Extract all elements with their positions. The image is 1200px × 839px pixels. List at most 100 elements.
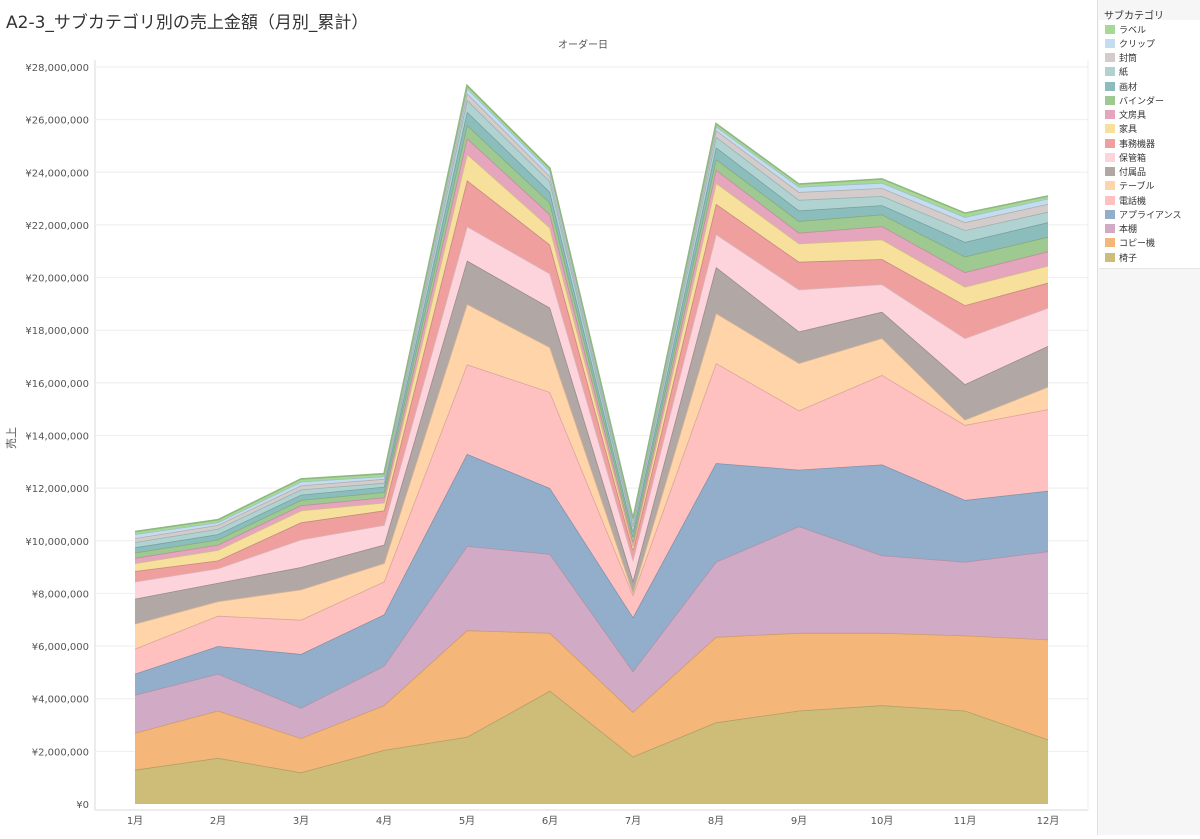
legend-swatch [1105, 53, 1115, 63]
legend-swatch [1105, 67, 1115, 77]
legend-item[interactable]: 画材 [1099, 79, 1200, 93]
legend-swatch [1105, 81, 1115, 91]
legend-item[interactable]: 封筒 [1099, 51, 1200, 65]
legend-item[interactable]: バインダー [1099, 93, 1200, 107]
legend-swatch [1105, 138, 1115, 148]
legend-item[interactable]: ラベル [1099, 22, 1200, 36]
legend-swatch [1105, 252, 1115, 262]
legend-swatch [1105, 95, 1115, 105]
area-本棚[interactable] [135, 526, 1048, 739]
legend-item[interactable]: 家具 [1099, 122, 1200, 136]
legend-label: 保管箱 [1119, 153, 1147, 164]
legend-label: 付属品 [1119, 168, 1147, 179]
area-事務機器[interactable] [135, 180, 1048, 582]
y-tick-label: ¥2,000,000 [32, 747, 89, 758]
area-edge-バインダー [134, 123, 1049, 554]
area-保管箱[interactable] [135, 226, 1048, 599]
legend-swatch [1105, 24, 1115, 34]
legend-swatch [1105, 167, 1115, 177]
legend-label: ラベル [1119, 25, 1147, 36]
legend-label: コピー機 [1119, 239, 1156, 250]
x-tick-label: 1月 [127, 815, 143, 827]
x-tick-label: 5月 [459, 815, 475, 827]
y-tick-label: ¥16,000,000 [25, 379, 89, 390]
legend-swatch [1105, 195, 1115, 205]
x-tick-label: 3月 [293, 815, 309, 827]
legend-item[interactable]: 椅子 [1099, 250, 1200, 264]
legend-item[interactable]: 付属品 [1099, 165, 1200, 179]
legend-item[interactable]: 事務機器 [1099, 136, 1200, 150]
y-tick-label: ¥22,000,000 [25, 221, 89, 232]
y-tick-label: ¥18,000,000 [25, 326, 89, 337]
legend-title: サブカテゴリ [1098, 0, 1200, 22]
legend-item[interactable]: 文房具 [1099, 108, 1200, 122]
legend-label: 本棚 [1119, 225, 1138, 236]
x-tick-label: 6月 [542, 815, 558, 827]
x-tick-label: 4月 [376, 815, 392, 827]
y-tick-label: ¥4,000,000 [32, 695, 89, 706]
y-tick-label: ¥6,000,000 [32, 642, 89, 653]
legend-item[interactable]: クリップ [1099, 36, 1200, 50]
legend-label: 画材 [1119, 82, 1138, 93]
area-edge-文房具 [134, 136, 1049, 559]
x-tick-label: 7月 [625, 815, 641, 827]
legend-item[interactable]: テーブル [1099, 179, 1200, 193]
area-コピー機[interactable] [135, 630, 1048, 773]
chart-area: 1月 2月 3月 4月 5月 6月 7月 8月 9月 10月 11月 12月 ¥0 ¥2,000,000… [0, 0, 1095, 835]
x-tick-label: 10月 [871, 815, 894, 827]
legend-label: 紙 [1119, 68, 1129, 79]
legend-label: クリップ [1119, 39, 1156, 50]
x-tick-label: 11月 [954, 815, 977, 827]
y-tick-label: ¥8,000,000 [32, 589, 89, 600]
legend-swatch [1105, 152, 1115, 162]
area-家具[interactable] [135, 153, 1048, 572]
legend-label: 事務機器 [1119, 139, 1156, 150]
legend-item[interactable]: 保管箱 [1099, 150, 1200, 164]
stacked-area-chart[interactable]: 1月 2月 3月 4月 5月 6月 7月 8月 9月 10月 11月 12月 ¥0 ¥2,000,000… [0, 0, 1095, 835]
y-tick-label: ¥24,000,000 [25, 168, 89, 179]
x-tick-label: 8月 [708, 815, 724, 827]
x-tick-label: 12月 [1037, 815, 1060, 827]
area-付属品[interactable] [135, 260, 1048, 624]
x-tick-label: 9月 [791, 815, 807, 827]
legend-swatch [1105, 38, 1115, 48]
legend-label: 文房具 [1119, 111, 1147, 122]
legend-label: テーブル [1119, 182, 1155, 193]
legend-label: 椅子 [1119, 253, 1138, 264]
chart-title: A2-3_サブカテゴリ別の売上金額（月別_累計） [6, 13, 369, 33]
area-アプライアンス[interactable] [135, 453, 1048, 708]
legend-item[interactable]: コピー機 [1099, 236, 1200, 250]
legend-list: ラベルクリップ封筒紙画材バインダー文房具家具事務機器保管箱付属品テーブル電話機ア… [1099, 20, 1200, 270]
area-edge-ラベル [134, 83, 1049, 533]
legend-item[interactable]: 本棚 [1099, 222, 1200, 236]
legend-swatch [1105, 224, 1115, 234]
legend-swatch [1105, 110, 1115, 120]
legend-swatch [1105, 124, 1115, 134]
legend-label: 家具 [1119, 125, 1138, 136]
legend-item[interactable]: 紙 [1099, 65, 1200, 79]
legend-label: バインダー [1119, 96, 1165, 107]
legend-swatch [1105, 238, 1115, 248]
legend-item[interactable]: 電話機 [1099, 193, 1200, 207]
y-axis-label: 売上 [5, 427, 18, 449]
y-tick-label: ¥10,000,000 [25, 537, 89, 548]
area-椅子[interactable] [135, 690, 1048, 804]
y-tick-label: ¥0 [76, 800, 89, 811]
top-axis-label: オーダー日 [558, 38, 608, 51]
y-tick-label: ¥20,000,000 [25, 274, 89, 285]
y-tick-label: ¥12,000,000 [25, 484, 89, 495]
y-tick-label: ¥14,000,000 [25, 432, 89, 443]
area-テーブル[interactable] [135, 303, 1048, 649]
area-電話機[interactable] [135, 363, 1048, 674]
area-edge-テーブル [134, 302, 1049, 625]
legend-label: アプライアンス [1119, 210, 1182, 221]
legend-label: 電話機 [1119, 196, 1147, 207]
y-tick-label: ¥26,000,000 [25, 116, 89, 127]
legend-label: 封筒 [1119, 54, 1138, 65]
legend: サブカテゴリ ラベルクリップ封筒紙画材バインダー文房具家具事務機器保管箱付属品テ… [1097, 0, 1200, 835]
legend-swatch [1105, 209, 1115, 219]
legend-swatch [1105, 181, 1115, 191]
x-tick-label: 2月 [210, 815, 226, 827]
y-tick-label: ¥28,000,000 [25, 63, 89, 74]
legend-item[interactable]: アプライアンス [1099, 207, 1200, 221]
